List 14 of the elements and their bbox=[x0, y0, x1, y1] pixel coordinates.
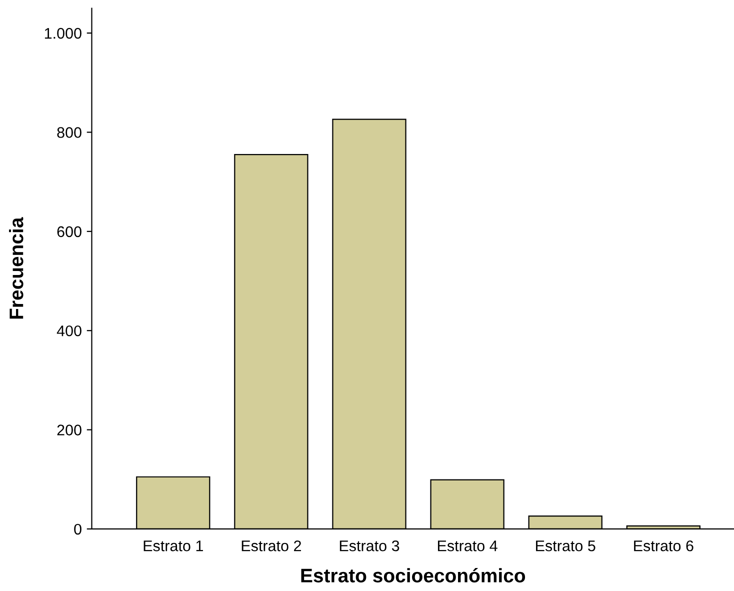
x-tick-label: Estrato 2 bbox=[242, 540, 301, 552]
y-tick-label: 800 bbox=[57, 127, 82, 138]
x-tick-label: Estrato 4 bbox=[438, 540, 498, 552]
x-tick-label: Estrato 6 bbox=[634, 540, 694, 552]
x-tick-label: Estrato 3 bbox=[340, 540, 400, 552]
y-axis-title: Frecuencia bbox=[9, 217, 24, 319]
y-tick-label: 600 bbox=[57, 226, 82, 238]
x-tick-label: Estrato 5 bbox=[536, 540, 596, 552]
y-tick-label: 200 bbox=[57, 424, 82, 436]
x-axis-title: Estrato socioeconómico bbox=[301, 568, 526, 582]
y-tick-label: 0 bbox=[74, 524, 82, 535]
y-tick-label: 1.000 bbox=[44, 28, 82, 39]
y-tick-label: 400 bbox=[56, 325, 82, 336]
x-tick-label: Estrato 1 bbox=[144, 540, 203, 552]
